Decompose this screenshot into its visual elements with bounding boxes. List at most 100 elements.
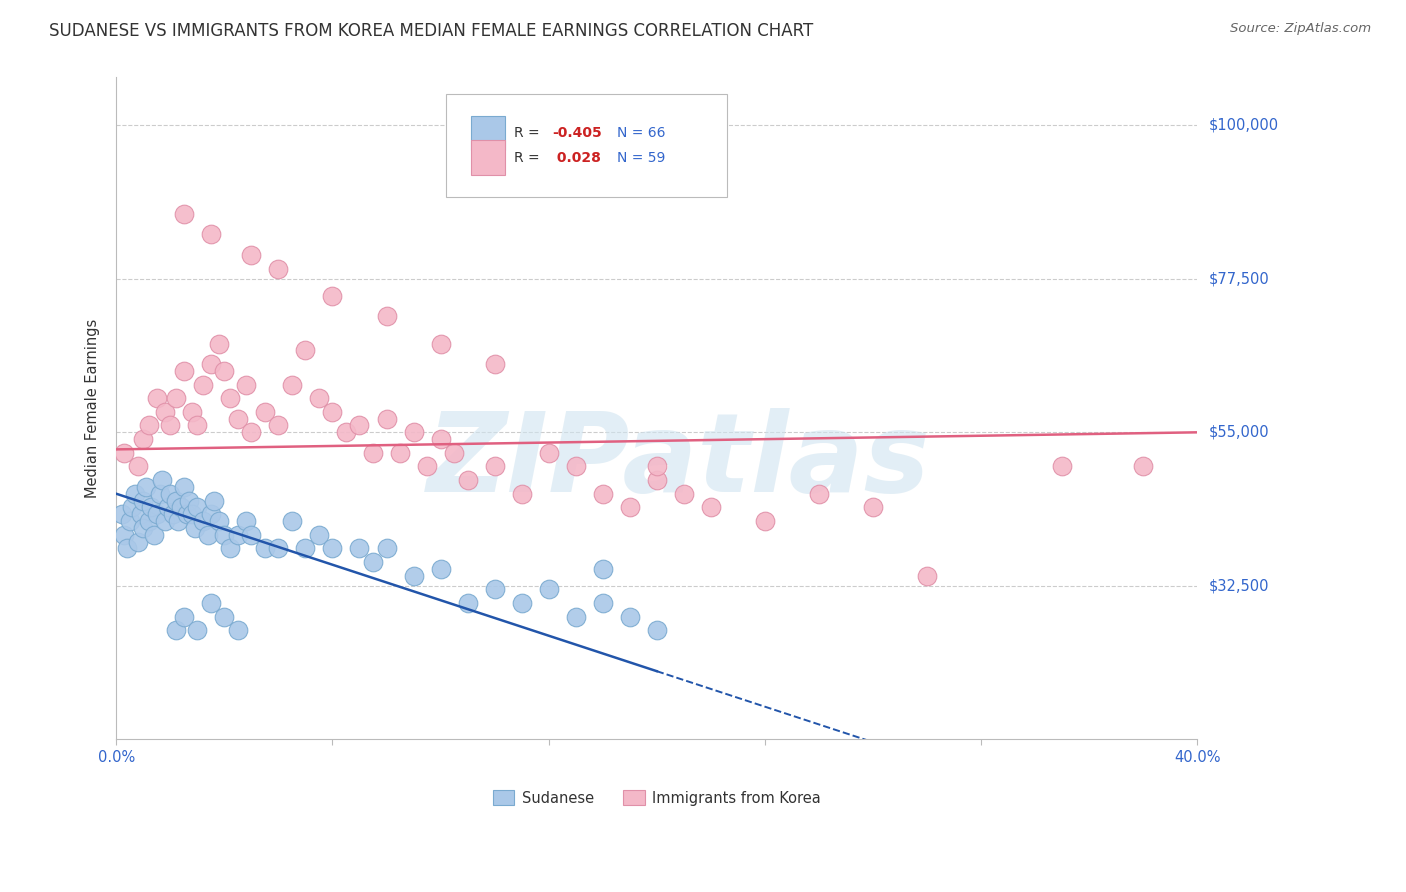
Point: [226, 527, 249, 541]
Point: [484, 459, 506, 474]
Point: [484, 357, 506, 371]
Point: [173, 207, 195, 221]
Point: [240, 425, 263, 440]
Text: $32,500: $32,500: [1208, 578, 1268, 593]
Point: [862, 500, 884, 515]
Point: [165, 493, 187, 508]
Point: [592, 487, 614, 501]
Point: [253, 541, 276, 556]
Point: [308, 527, 330, 541]
Point: [619, 500, 641, 515]
Point: [186, 418, 208, 433]
Point: [807, 487, 830, 501]
Point: [150, 473, 173, 487]
Point: [115, 541, 138, 556]
Point: [214, 364, 236, 378]
Point: [181, 507, 204, 521]
Point: [281, 514, 304, 528]
Point: [1132, 459, 1154, 474]
Point: [537, 446, 560, 460]
Point: [226, 411, 249, 425]
Point: [267, 261, 290, 276]
Point: [138, 514, 160, 528]
Point: [619, 609, 641, 624]
Point: [267, 418, 290, 433]
Point: [915, 568, 938, 582]
Point: [700, 500, 723, 515]
FancyBboxPatch shape: [446, 94, 727, 196]
Point: [321, 541, 343, 556]
Point: [308, 391, 330, 405]
Point: [197, 527, 219, 541]
Point: [141, 500, 163, 515]
Point: [167, 514, 190, 528]
Text: N = 66: N = 66: [617, 126, 665, 140]
Point: [127, 459, 149, 474]
Text: Source: ZipAtlas.com: Source: ZipAtlas.com: [1230, 22, 1371, 36]
Point: [191, 514, 214, 528]
Point: [429, 562, 451, 576]
Text: SUDANESE VS IMMIGRANTS FROM KOREA MEDIAN FEMALE EARNINGS CORRELATION CHART: SUDANESE VS IMMIGRANTS FROM KOREA MEDIAN…: [49, 22, 814, 40]
Point: [457, 473, 479, 487]
Point: [153, 405, 176, 419]
Point: [165, 391, 187, 405]
Point: [179, 493, 201, 508]
Text: N = 59: N = 59: [617, 151, 665, 164]
Point: [170, 500, 193, 515]
Point: [218, 391, 240, 405]
Point: [124, 487, 146, 501]
Point: [443, 446, 465, 460]
Text: $100,000: $100,000: [1208, 118, 1278, 133]
Point: [146, 507, 169, 521]
Point: [592, 562, 614, 576]
Point: [159, 418, 181, 433]
Point: [361, 446, 384, 460]
Point: [457, 596, 479, 610]
Point: [132, 432, 155, 446]
Point: [132, 493, 155, 508]
Point: [173, 364, 195, 378]
Text: $55,000: $55,000: [1208, 425, 1270, 440]
Text: -0.405: -0.405: [553, 126, 602, 140]
Point: [173, 609, 195, 624]
Point: [200, 227, 222, 242]
Point: [135, 480, 157, 494]
Point: [402, 425, 425, 440]
Point: [537, 582, 560, 597]
Point: [208, 514, 231, 528]
Text: ZIPatlas: ZIPatlas: [426, 408, 931, 515]
Point: [375, 541, 398, 556]
Point: [429, 432, 451, 446]
Point: [592, 596, 614, 610]
Point: [202, 493, 225, 508]
Point: [349, 541, 371, 556]
Point: [564, 459, 586, 474]
Point: [294, 541, 316, 556]
FancyBboxPatch shape: [471, 140, 505, 175]
Point: [162, 507, 184, 521]
Point: [143, 527, 166, 541]
Point: [349, 418, 371, 433]
Point: [191, 377, 214, 392]
Point: [173, 480, 195, 494]
Point: [361, 555, 384, 569]
Point: [672, 487, 695, 501]
Point: [186, 624, 208, 638]
Point: [165, 624, 187, 638]
Point: [416, 459, 439, 474]
Point: [138, 418, 160, 433]
Point: [112, 446, 135, 460]
Point: [183, 521, 205, 535]
Point: [564, 609, 586, 624]
Point: [176, 507, 198, 521]
Text: $77,500: $77,500: [1208, 271, 1270, 286]
Point: [153, 514, 176, 528]
Point: [294, 343, 316, 358]
Point: [235, 514, 257, 528]
Point: [645, 473, 668, 487]
Point: [321, 405, 343, 419]
Point: [148, 487, 170, 501]
Point: [321, 289, 343, 303]
Point: [214, 527, 236, 541]
Point: [375, 411, 398, 425]
